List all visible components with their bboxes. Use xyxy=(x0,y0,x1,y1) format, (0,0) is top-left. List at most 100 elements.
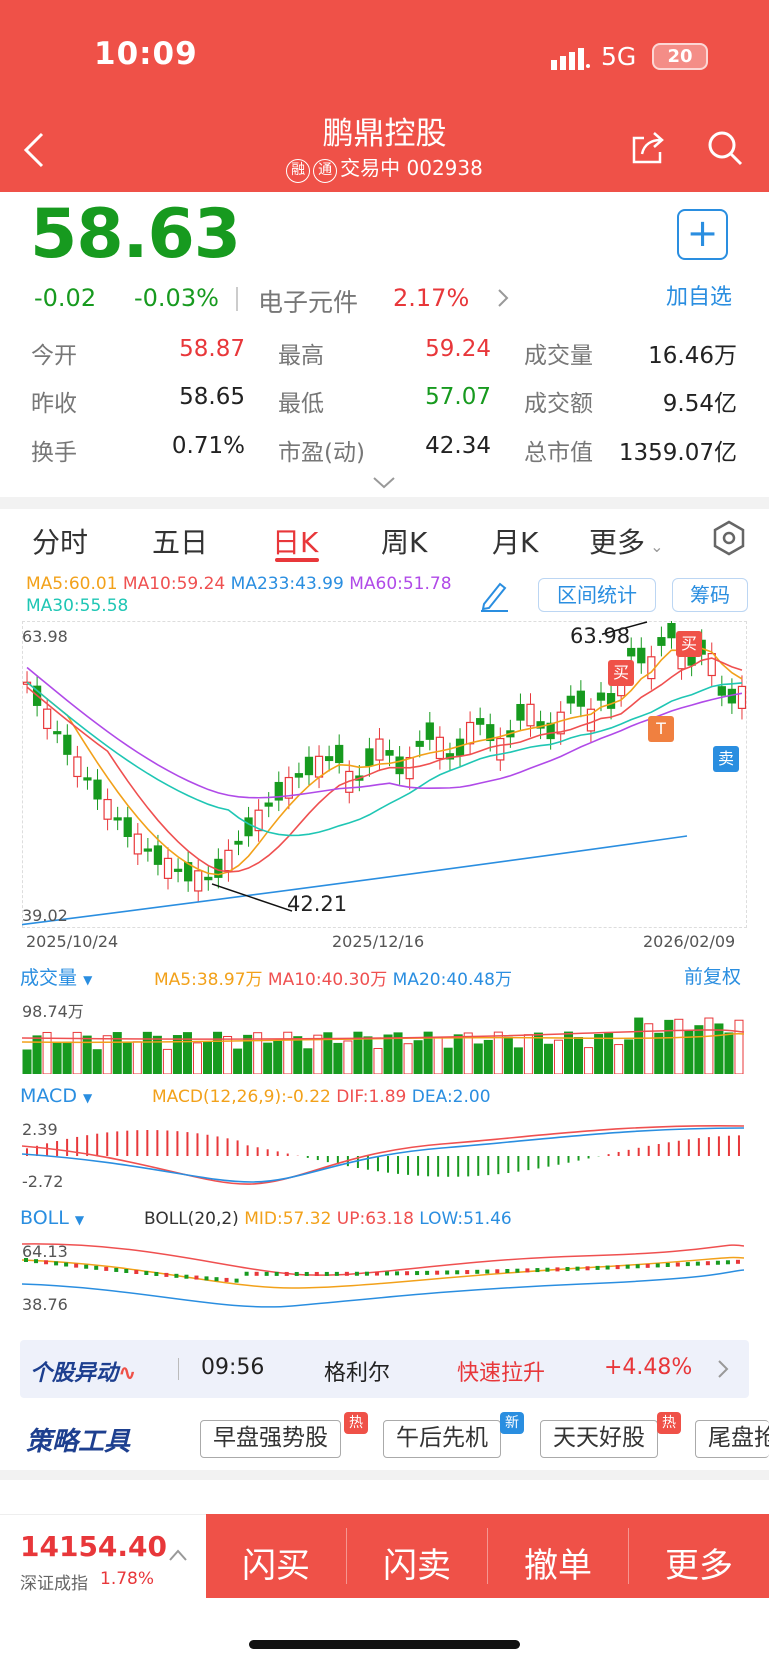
max-price-label: 63.98 xyxy=(570,624,631,648)
tool-morning-strong[interactable]: 早盘强势股 xyxy=(200,1420,341,1458)
candle xyxy=(395,756,404,775)
volume-chart[interactable] xyxy=(22,994,744,1074)
boll-candle xyxy=(104,1266,109,1271)
adjustment-toggle[interactable]: 前复权 xyxy=(684,966,742,988)
chevron-right-icon[interactable] xyxy=(496,288,510,308)
index-value[interactable]: 14154.40 xyxy=(20,1530,168,1563)
boll-min: 38.76 xyxy=(22,1295,68,1314)
tab-more[interactable]: 更多 ⌄ xyxy=(589,526,664,559)
candle xyxy=(496,737,505,761)
sector-change-pct[interactable]: 2.17% xyxy=(393,284,470,312)
boll-mid-line xyxy=(22,1256,744,1289)
candle xyxy=(586,708,596,732)
stat-value: 58.65 xyxy=(179,384,245,410)
vol-ma10-line xyxy=(22,1029,744,1040)
volume-bar xyxy=(263,1042,273,1074)
volume-bar xyxy=(704,1017,714,1074)
volume-bar xyxy=(82,1035,92,1074)
buy-marker[interactable]: 买 xyxy=(608,660,634,686)
add-watchlist-button[interactable]: + xyxy=(677,209,728,260)
volume-bar xyxy=(203,1040,213,1074)
back-icon[interactable] xyxy=(20,130,50,170)
stat-value: 0.71% xyxy=(171,433,245,459)
tool-tail-grab[interactable]: 尾盘抢 xyxy=(695,1420,769,1458)
boll-chart[interactable] xyxy=(22,1238,744,1318)
boll-candle xyxy=(575,1266,580,1271)
volume-bar xyxy=(634,1017,644,1074)
candle xyxy=(314,755,324,778)
boll-candle xyxy=(194,1275,199,1280)
volume-bar xyxy=(393,1032,403,1074)
volume-bar xyxy=(273,1040,283,1074)
chips-button[interactable]: 筹码 xyxy=(672,578,748,612)
tab-more-label: 更多 xyxy=(589,526,646,559)
boll-candle xyxy=(605,1265,610,1270)
buy-marker[interactable]: 买 xyxy=(676,631,702,657)
boll-up-legend: UP:63.18 xyxy=(336,1209,414,1229)
share-icon[interactable] xyxy=(628,128,668,168)
t-marker[interactable]: T xyxy=(648,716,674,742)
quick-buy-button[interactable]: 闪买 xyxy=(242,1546,310,1586)
sector-name[interactable]: 电子元件 xyxy=(258,288,359,317)
volume-bar xyxy=(32,1035,42,1074)
chevron-right-icon[interactable] xyxy=(717,1359,729,1379)
cancel-order-button[interactable]: 撤单 xyxy=(524,1546,592,1586)
volume-title[interactable]: 成交量 ▼ xyxy=(20,967,93,989)
volume-bar xyxy=(694,1025,704,1074)
tab-daily-k[interactable]: 日K xyxy=(272,526,319,559)
tool-daily-good[interactable]: 天天好股 xyxy=(540,1420,658,1458)
more-actions-button[interactable]: 更多 xyxy=(665,1546,733,1586)
stock-alert-ticker[interactable]: 个股异动∿ 09:56 格利尔 快速拉升 +4.48% xyxy=(20,1340,749,1398)
volume-bar xyxy=(42,1031,52,1074)
volume-bar xyxy=(162,1048,172,1074)
macd-chart[interactable] xyxy=(22,1116,744,1196)
boll-candle xyxy=(44,1260,49,1265)
candle xyxy=(627,647,636,657)
macd-title-text: MACD xyxy=(20,1085,77,1107)
boll-candle xyxy=(164,1272,169,1277)
ma10-line xyxy=(26,657,743,873)
index-name[interactable]: 深证成指 xyxy=(20,1574,88,1594)
range-stats-button[interactable]: 区间统计 xyxy=(538,578,656,612)
chevron-up-icon[interactable] xyxy=(168,1548,188,1562)
volume-bar xyxy=(463,1032,473,1074)
candle xyxy=(737,685,747,709)
volume-bar xyxy=(62,1041,72,1074)
dea-line xyxy=(22,1127,744,1183)
macd-min: -2.72 xyxy=(22,1172,64,1191)
boll-title[interactable]: BOLL ▼ xyxy=(20,1207,85,1229)
boll-max: 64.13 xyxy=(22,1242,68,1261)
search-icon[interactable] xyxy=(705,128,745,168)
boll-candle xyxy=(465,1270,470,1275)
chevron-down-icon[interactable] xyxy=(372,475,396,491)
sell-marker[interactable]: 卖 xyxy=(713,746,739,772)
add-watchlist-label[interactable]: 加自选 xyxy=(666,285,733,310)
pencil-icon[interactable] xyxy=(478,578,510,612)
ma60-line xyxy=(26,666,743,799)
tab-weekly-k[interactable]: 周K xyxy=(381,526,428,559)
settings-hexagon-icon[interactable] xyxy=(711,519,747,557)
trade-actions xyxy=(206,1514,769,1598)
candle xyxy=(556,711,565,735)
volume-bar xyxy=(714,1023,724,1074)
volume-bar xyxy=(152,1035,162,1074)
divider xyxy=(628,1528,629,1584)
divider xyxy=(178,1358,179,1380)
index-pct: 1.78% xyxy=(100,1569,155,1589)
ma5-line xyxy=(26,647,743,876)
candle xyxy=(93,779,102,800)
tab-active-indicator xyxy=(275,558,319,562)
candle xyxy=(516,703,525,721)
strategy-label: 策略工具 xyxy=(26,1427,131,1457)
kline-chart[interactable] xyxy=(22,621,747,928)
macd-title[interactable]: MACD ▼ xyxy=(20,1085,93,1107)
tool-afternoon[interactable]: 午后先机 xyxy=(383,1420,501,1458)
tab-intraday[interactable]: 分时 xyxy=(32,526,89,559)
candle xyxy=(254,809,263,832)
quick-sell-button[interactable]: 闪卖 xyxy=(383,1546,451,1586)
candle xyxy=(274,781,283,801)
boll-candle xyxy=(695,1261,700,1266)
tab-five-day[interactable]: 五日 xyxy=(152,526,209,559)
volume-bar xyxy=(363,1036,373,1074)
tab-monthly-k[interactable]: 月K xyxy=(492,526,539,559)
